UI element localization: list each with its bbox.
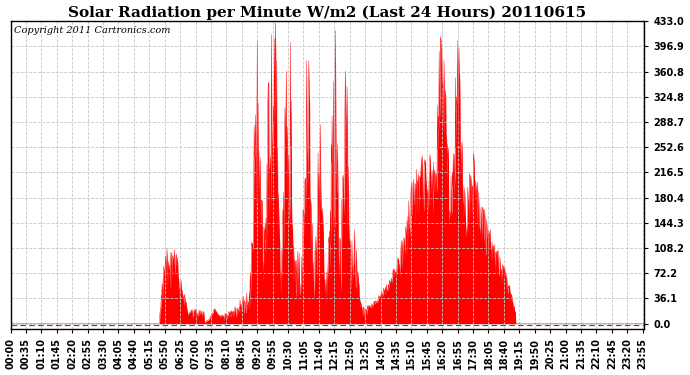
Title: Solar Radiation per Minute W/m2 (Last 24 Hours) 20110615: Solar Radiation per Minute W/m2 (Last 24… bbox=[68, 6, 586, 20]
Text: Copyright 2011 Cartronics.com: Copyright 2011 Cartronics.com bbox=[14, 26, 170, 35]
